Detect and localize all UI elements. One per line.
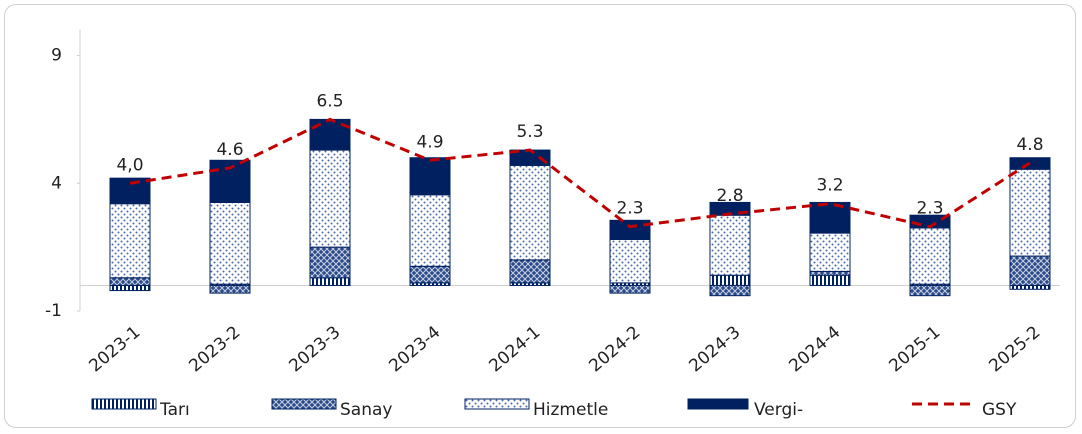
bar-segment (309, 277, 351, 286)
bar-segment (209, 284, 251, 294)
bar-segment (709, 284, 751, 297)
data-label: 2.3 (616, 199, 643, 219)
bar-segment (809, 201, 851, 234)
data-label: 2.3 (916, 199, 943, 219)
bar-segment (809, 232, 851, 272)
bar-segment (509, 164, 551, 261)
bar-segment (309, 149, 351, 248)
bar-segment (709, 274, 751, 286)
bar-segment (809, 274, 851, 286)
x-tick-label: 2024-2 (585, 322, 644, 376)
bar-segment (509, 259, 551, 284)
bar-segment (909, 227, 951, 285)
data-label: 4.9 (416, 132, 443, 152)
bar-segment (409, 157, 451, 196)
data-label: 4.8 (1016, 135, 1043, 155)
bar-segment (409, 194, 451, 267)
bar-segment (609, 238, 651, 284)
bar-segment (609, 219, 651, 240)
y-tick-label: 9 (51, 46, 62, 66)
bar-segment (809, 270, 851, 276)
x-tick-label: 2024-1 (485, 322, 544, 376)
bar-segment (409, 265, 451, 284)
bar-segment (1009, 168, 1051, 257)
x-tick-label: 2023-1 (85, 322, 144, 376)
bar-segment (709, 214, 751, 276)
y-tick-label: -1 (45, 301, 62, 321)
data-label: 6.5 (316, 91, 343, 111)
bar-segment (909, 284, 951, 297)
x-tick-label: 2024-4 (785, 322, 844, 376)
legend-label: Tarı (159, 400, 190, 420)
legend-swatch (464, 398, 530, 410)
data-label: 4,0 (116, 155, 143, 175)
x-tick-label: 2023-4 (385, 322, 444, 376)
bar-segment (1009, 255, 1051, 286)
x-tick-label: 2023-3 (285, 322, 344, 376)
bar-segment (309, 246, 351, 279)
legend-swatch (687, 398, 749, 410)
legend-label: Sanay (340, 400, 392, 420)
x-tick-label: 2024-3 (685, 322, 744, 376)
data-label: 2.8 (716, 186, 743, 206)
x-tick-label: 2025-2 (985, 322, 1044, 376)
legend-swatch (91, 398, 157, 410)
bar-segment (109, 203, 151, 279)
data-label: 4.6 (216, 140, 243, 160)
line (129, 117, 1031, 229)
legend-label: Vergi- (754, 400, 803, 420)
bar-segment (109, 277, 151, 286)
chart-card (4, 4, 1076, 428)
data-label: 3.2 (816, 176, 843, 196)
x-tick-label: 2025-1 (885, 322, 944, 376)
bar-segment (209, 201, 251, 285)
bar-segment (109, 284, 151, 292)
legend-label: Hizmetle (533, 400, 608, 420)
x-tick-label: 2023-2 (185, 322, 244, 376)
legend-label: GSY (982, 400, 1017, 420)
y-tick-label: 4 (51, 173, 62, 193)
legend-swatch (271, 398, 337, 410)
data-label: 5.3 (516, 122, 543, 142)
bar-segment (609, 284, 651, 294)
bar-segment (1009, 284, 1051, 290)
